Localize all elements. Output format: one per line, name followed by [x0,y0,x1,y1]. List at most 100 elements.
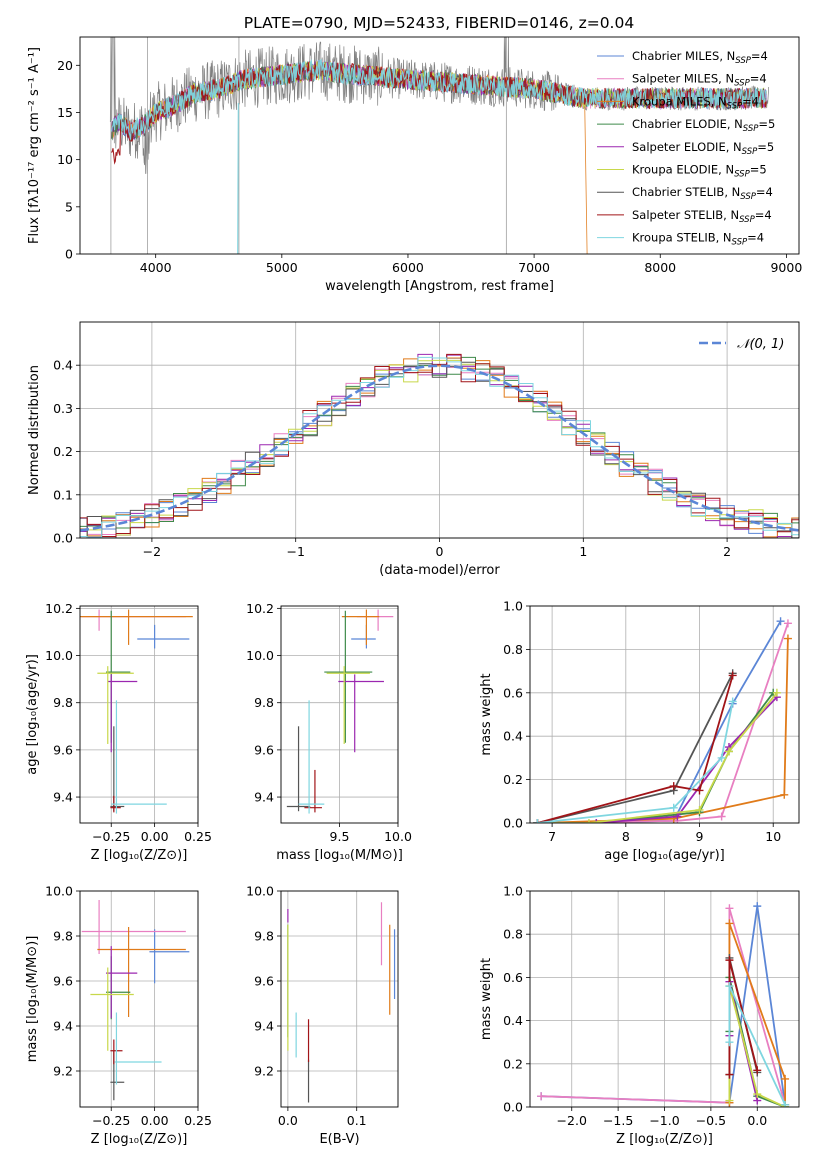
weight-line-9 [537,701,734,823]
x-tick-label: 5000 [266,260,298,275]
plot-area [286,609,394,814]
axes-frame [280,890,399,1108]
weight-line-2 [541,908,786,1106]
legend-name: Salpeter STELIB, N [632,208,739,222]
x-tick-label: 0.25 [184,1113,212,1128]
legend-subscript: SSP [732,238,748,248]
legend-entry-5: Salpeter ELODIE, NSSP=5 [632,140,774,157]
legend-name: Salpeter MILES, N [632,72,734,86]
x-tick-label: 10 [765,829,781,844]
panel-mass-vs-z: −0.25 0.00 0.25 9.2 9.4 9.6 9.8 10.0 Z [log₁₀(Z/… [25,884,212,1148]
legend-tail: =5 [758,117,775,131]
x-tick-label: 8000 [644,260,676,275]
y-tick-label: 1.0 [503,599,523,614]
panel-mass-weight-vs-z: −2.0 −1.5 −1.0 −0.5 0.0 0.0 0.2 0.4 0.6 0.8 1.0 Z [… [479,884,800,1147]
x-tick-label: 0 [436,544,444,559]
y-tick-label: 0.0 [503,816,523,831]
y-tick-label: 20 [57,58,73,73]
spectrum-legend: Chabrier MILES, NSSP=4 Salpeter MILES, N S… [597,49,775,248]
x-tick-label: 0.0 [278,1113,298,1128]
y-tick-label: 9.8 [254,929,274,944]
histogram-series-5 [80,353,799,538]
x-tick-label: −1.0 [649,1113,679,1128]
weight-marker-2 [783,619,792,628]
weight-marker-6 [724,747,733,756]
weight-marker-8 [728,671,737,680]
legend-subscript: SSP [734,170,750,180]
x-tick-label: 7000 [518,260,550,275]
weight-marker-9 [725,1038,734,1047]
weight-marker-9 [781,1100,790,1107]
legend-name: Chabrier ELODIE, N [632,117,743,131]
legend-tail: =5 [757,140,774,154]
figure-title: PLATE=0790, MJD=52433, FIBERID=0146, z=0… [244,14,634,32]
weight-marker-1 [776,617,785,626]
legend-entry-7: Chabrier STELIB, NSSP=4 [632,185,773,202]
y-tick-label: 10.0 [45,648,73,663]
axes-frame [79,890,199,1108]
x-tick-label: 2 [723,544,731,559]
plot-area [533,617,792,823]
y-tick-label: 0.0 [503,1100,523,1115]
legend-entry-3: Kroupa MILES, NSSP=4 [632,94,759,111]
gridlines [530,890,799,1108]
legend-gaussian-label: 𝒩(0, 1) [737,337,784,352]
x-tick-label: 1 [579,544,587,559]
panel-age-vs-z: −0.25 0.00 0.25 9.4 9.6 9.8 10.0 10.2 Z [log₁₀(Z… [25,601,212,863]
weight-line-8 [537,675,734,823]
axes-frame [280,605,399,824]
legend-name: Chabrier STELIB, N [632,185,740,199]
legend-entry-8: Salpeter STELIB, NSSP=4 [632,208,772,225]
weight-marker-2 [537,1092,546,1101]
weight-marker-9 [669,803,678,812]
legend-entry-1: Chabrier MILES, NSSP=4 [632,49,768,66]
y-axis-label: mass [log₁₀(M/M⊙)] [25,936,40,1063]
weight-line-4 [537,692,774,823]
x-tick-label: −0.25 [92,829,130,844]
y-tick-label: 9.8 [53,929,73,944]
x-tick-label: 7 [548,829,556,844]
weight-marker-6 [584,819,593,823]
weight-marker-2 [725,904,734,913]
gridlines [530,605,799,824]
weight-marker-5 [592,819,601,823]
plot-area [287,902,396,1103]
y-tick-label: 0.0 [53,531,73,546]
weight-marker-3 [783,634,792,643]
panel-mass-weight-vs-age: 7 8 9 10 0.0 0.2 0.4 0.6 0.8 1.0 age [log₁₀(age/yr… [479,599,800,863]
y-tick-label: 0.8 [503,927,523,942]
axes-frame [79,36,800,255]
x-tick-label: 0.25 [184,829,212,844]
y-tick-label: 9.6 [53,974,73,989]
x-tick-label: −2 [143,544,161,559]
y-axis-label: mass weight [479,673,494,755]
y-axis-label: Normed distribution [27,365,42,495]
y-tick-label: 9.2 [254,1064,274,1079]
x-axis-label: Z [log₁₀(Z/Z⊙)] [91,1132,188,1147]
y-tick-label: 10.0 [45,884,73,899]
weight-marker-6 [725,1096,734,1105]
gridlines [80,890,199,1107]
weight-marker-8 [725,1070,734,1079]
axes-frame [529,605,800,824]
x-tick-label: 0.0 [747,1113,767,1128]
legend-subscript: SSP [743,124,759,134]
y-tick-label: 0.4 [503,1013,523,1028]
legend-entry-6: Kroupa ELODIE, NSSP=5 [632,163,767,180]
y-axis-label: Flux [fλ10⁻¹⁷ erg cm⁻² s⁻¹ A⁻¹] [27,47,42,244]
gridlines [281,890,398,1107]
x-tick-label: 9 [696,829,704,844]
x-tick-label: 9000 [770,260,802,275]
panel-age-vs-mass: 9.5 10.0 9.4 9.6 9.8 10.0 10.2 mass [log₁₀(M/M⊙… [246,601,412,863]
y-tick-label: 0.2 [503,772,523,787]
weight-marker-9 [725,982,734,991]
x-axis-label: (data-model)/error [379,563,500,578]
y-tick-label: 0.2 [503,1056,523,1071]
y-tick-label: 9.6 [53,742,73,757]
histogram-series-3 [80,357,799,538]
y-tick-label: 9.4 [254,790,274,805]
legend-name: Salpeter ELODIE, N [632,140,742,154]
y-tick-label: 9.4 [53,1019,73,1034]
plot-area [109,37,770,254]
